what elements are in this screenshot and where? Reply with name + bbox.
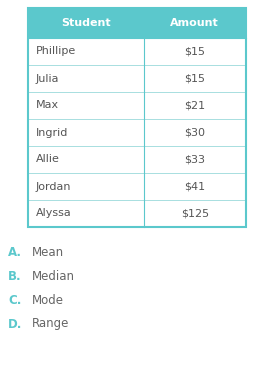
Text: $125: $125 — [181, 209, 209, 219]
Bar — [28, 8, 246, 227]
Bar — [28, 38, 246, 65]
Bar — [28, 146, 246, 173]
Bar — [28, 65, 246, 92]
Text: Mean: Mean — [32, 245, 64, 258]
Text: D.: D. — [8, 318, 22, 330]
Bar — [28, 173, 246, 200]
Text: Max: Max — [36, 100, 59, 110]
Text: Amount: Amount — [170, 18, 219, 28]
Bar — [28, 200, 246, 227]
Text: Julia: Julia — [36, 74, 60, 84]
Text: Median: Median — [32, 269, 75, 283]
Text: C.: C. — [8, 294, 21, 307]
Text: Alyssa: Alyssa — [36, 209, 72, 219]
Bar — [28, 119, 246, 146]
Bar — [28, 92, 246, 119]
Text: A.: A. — [8, 245, 22, 258]
Text: Jordan: Jordan — [36, 181, 72, 191]
Text: Mode: Mode — [32, 294, 64, 307]
Text: Student: Student — [61, 18, 111, 28]
Text: Phillipe: Phillipe — [36, 46, 76, 57]
Text: Ingrid: Ingrid — [36, 127, 68, 138]
Text: $15: $15 — [184, 46, 205, 57]
Text: Range: Range — [32, 318, 69, 330]
Text: $15: $15 — [184, 74, 205, 84]
Bar — [28, 8, 246, 38]
Text: Allie: Allie — [36, 155, 60, 164]
Text: B.: B. — [8, 269, 22, 283]
Text: $33: $33 — [184, 155, 205, 164]
Text: $41: $41 — [184, 181, 205, 191]
Text: $21: $21 — [184, 100, 205, 110]
Text: $30: $30 — [184, 127, 205, 138]
